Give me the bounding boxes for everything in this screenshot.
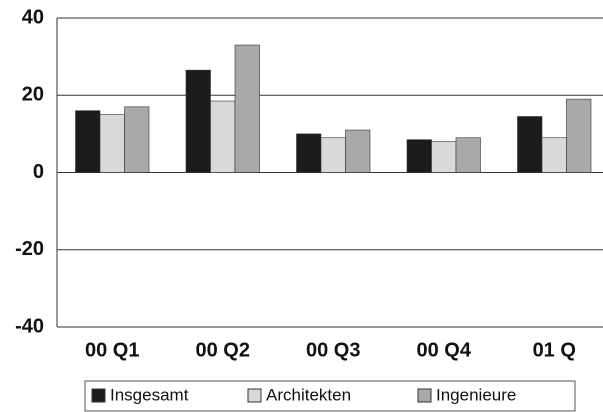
bar bbox=[296, 133, 322, 173]
bar bbox=[566, 98, 592, 173]
legend-swatch bbox=[91, 388, 106, 403]
x-tick-label: 00 Q3 bbox=[306, 339, 360, 361]
bar bbox=[455, 137, 481, 173]
bar bbox=[431, 141, 457, 173]
y-tick-label: -40 bbox=[15, 315, 44, 337]
legend-label: Insgesamt bbox=[110, 385, 189, 404]
bar bbox=[210, 100, 236, 173]
legend-label: Architekten bbox=[266, 385, 351, 404]
bar bbox=[345, 129, 371, 173]
legend-swatch bbox=[417, 388, 432, 403]
legend-label: Ingenieure bbox=[436, 385, 516, 404]
x-tick-label: 01 Q bbox=[533, 339, 576, 361]
bar bbox=[234, 44, 260, 173]
y-tick-label: 20 bbox=[22, 84, 44, 106]
bar bbox=[124, 106, 150, 173]
y-tick-label: 0 bbox=[33, 161, 44, 183]
bar bbox=[320, 137, 346, 173]
bar bbox=[99, 114, 125, 173]
x-tick-label: 00 Q4 bbox=[417, 339, 472, 361]
x-tick-label: 00 Q1 bbox=[85, 339, 139, 361]
legend-swatch bbox=[247, 388, 262, 403]
x-tick-label: 00 Q2 bbox=[196, 339, 250, 361]
bar bbox=[517, 116, 543, 173]
y-tick-label: -20 bbox=[15, 238, 44, 260]
bar bbox=[75, 110, 101, 173]
y-tick-label: 40 bbox=[22, 6, 44, 28]
bar bbox=[185, 69, 211, 173]
legend-box bbox=[84, 380, 576, 412]
bar bbox=[541, 137, 567, 173]
bar bbox=[406, 139, 432, 173]
